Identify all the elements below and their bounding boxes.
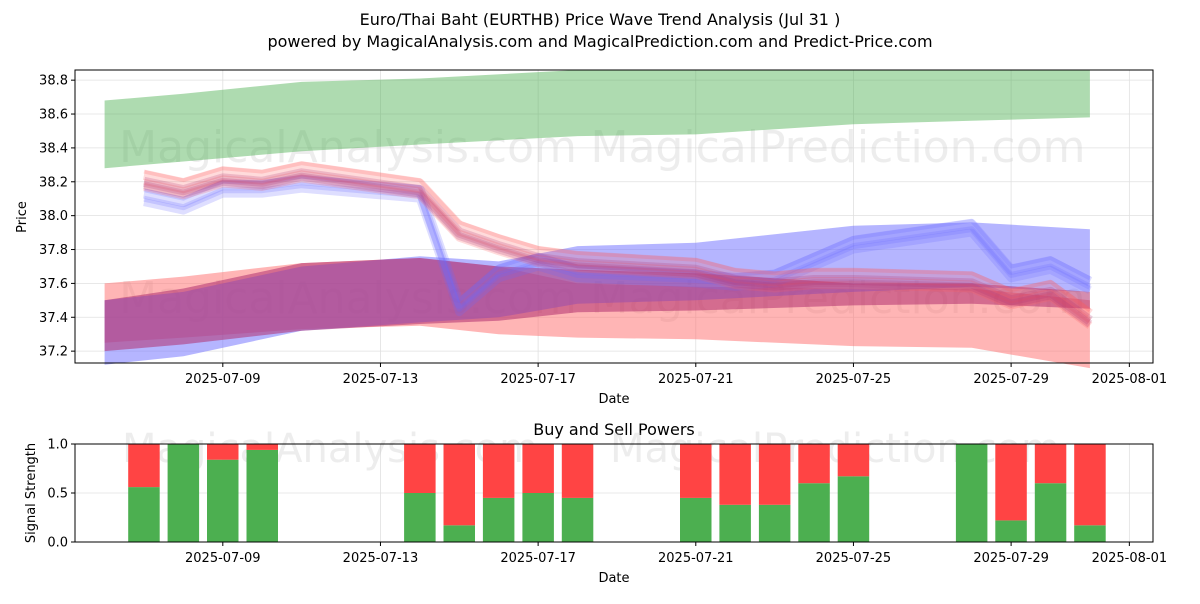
sell-bar — [1034, 444, 1067, 484]
signal-bars — [128, 444, 1106, 542]
chart-subtitle: powered by MagicalAnalysis.com and Magic… — [267, 32, 932, 51]
price-x-tick-label: 2025-07-29 — [973, 372, 1049, 387]
watermark-right: MagicalPrediction.com — [591, 122, 1086, 173]
signal-x-axis-label: Date — [598, 571, 629, 586]
buy-bar — [128, 487, 160, 542]
signal-x-tick-label: 2025-07-25 — [816, 551, 892, 566]
signal-panel: Buy and Sell Powers MagicalAnalysis.com … — [24, 420, 1167, 586]
sell-bar — [798, 444, 830, 484]
buy-bar — [167, 444, 200, 542]
buy-bar — [1074, 525, 1106, 542]
buy-bar — [482, 497, 515, 542]
sell-bar — [482, 444, 515, 498]
buy-bar — [522, 493, 554, 542]
buy-bar — [758, 504, 791, 542]
sell-bar — [404, 444, 436, 493]
blue-wave-line — [143, 184, 1092, 317]
buy-bar — [837, 476, 870, 542]
price-y-tick-label: 37.4 — [39, 311, 68, 326]
signal-x-ticks: 2025-07-09 2025-07-13 2025-07-17 2025-07-21… — [185, 542, 1167, 566]
magenta-wave-line — [143, 172, 1093, 328]
sell-bar — [680, 444, 712, 498]
sell-bar — [719, 444, 751, 505]
signal-y-tick-label: 0.5 — [47, 487, 68, 502]
buy-bar — [561, 497, 594, 542]
price-x-axis-label: Date — [598, 392, 629, 407]
buy-bar — [680, 497, 712, 542]
signal-y-axis-label: Signal Strength — [24, 443, 39, 543]
watermark-left: MagicalAnalysis.com — [119, 122, 577, 173]
sell-bar — [758, 444, 791, 505]
buy-bar — [719, 504, 751, 542]
signal-x-tick-label: 2025-07-21 — [658, 551, 734, 566]
price-y-tick-label: 37.2 — [39, 345, 68, 360]
signal-title: Buy and Sell Powers — [533, 420, 695, 439]
price-y-tick-label: 37.8 — [39, 243, 68, 258]
price-y-tick-label: 38.4 — [39, 141, 68, 156]
price-y-tick-label: 38.6 — [39, 108, 68, 123]
price-y-tick-label: 37.6 — [39, 277, 68, 292]
price-x-tick-label: 2025-07-21 — [658, 372, 734, 387]
price-y-tick-label: 38.2 — [39, 175, 68, 190]
sell-bar — [246, 444, 278, 450]
price-bands — [104, 70, 1090, 369]
price-y-axis-label: Price — [15, 201, 30, 233]
red-wave-line — [143, 170, 1092, 324]
sell-bar — [561, 444, 594, 498]
red-wave-line — [142, 161, 1093, 318]
signal-y-tick-label: 1.0 — [47, 438, 68, 453]
sell-bar — [995, 444, 1027, 521]
signal-x-tick-label: 2025-07-09 — [185, 551, 261, 566]
price-panel: MagicalAnalysis.com MagicalPrediction.co… — [15, 69, 1167, 407]
sell-bar — [128, 444, 160, 488]
signal-watermark-right: MagicalPrediction.com — [610, 426, 1060, 472]
sell-bar — [837, 444, 870, 477]
buy-bar — [443, 525, 475, 542]
blue-wave-line — [143, 174, 1091, 303]
price-x-tick-label: 2025-07-09 — [185, 372, 261, 387]
signal-x-tick-label: 2025-07-17 — [500, 551, 576, 566]
buy-bar — [995, 520, 1027, 542]
signal-y-tick-label: 0.0 — [47, 536, 68, 551]
signal-y-ticks: 0.0 0.5 1.0 — [47, 438, 75, 551]
buy-bar — [404, 493, 436, 542]
price-y-tick-label: 38.8 — [39, 74, 68, 89]
green-band — [104, 70, 1090, 169]
signal-x-tick-label: 2025-08-01 — [1092, 551, 1168, 566]
sell-bar — [443, 444, 475, 526]
price-plot-frame — [74, 69, 1154, 364]
buy-bar — [955, 444, 988, 542]
buy-bar — [798, 483, 830, 542]
price-x-tick-label: 2025-07-17 — [500, 372, 576, 387]
sell-bar — [207, 444, 239, 460]
price-y-tick-label: 38.0 — [39, 209, 68, 224]
magenta-wave-line — [142, 168, 1093, 325]
price-x-tick-label: 2025-08-01 — [1092, 372, 1168, 387]
sell-bar — [1074, 444, 1106, 526]
price-x-tick-label: 2025-07-25 — [816, 372, 892, 387]
blue-wave-line — [143, 182, 1092, 312]
magenta-band — [104, 258, 1090, 352]
signal-x-tick-label: 2025-07-29 — [973, 551, 1049, 566]
sell-bar — [522, 444, 554, 493]
signal-x-tick-label: 2025-07-13 — [343, 551, 419, 566]
price-wave-lines — [142, 161, 1093, 329]
red-wave-line — [143, 161, 1092, 313]
buy-bar — [246, 449, 278, 542]
price-y-ticks: 37.2 37.4 37.6 37.8 38.0 38.2 38.4 38.6 38.8 — [39, 74, 75, 360]
price-x-ticks: 2025-07-09 2025-07-13 2025-07-17 2025-07-21… — [185, 363, 1167, 387]
chart-title: Euro/Thai Baht (EURTHB) Price Wave Trend… — [360, 10, 841, 29]
buy-bar — [207, 459, 239, 542]
red-wave-line — [143, 174, 1093, 329]
price-x-tick-label: 2025-07-13 — [343, 372, 419, 387]
buy-bar — [1034, 483, 1067, 542]
blue-wave-line — [142, 175, 1093, 309]
